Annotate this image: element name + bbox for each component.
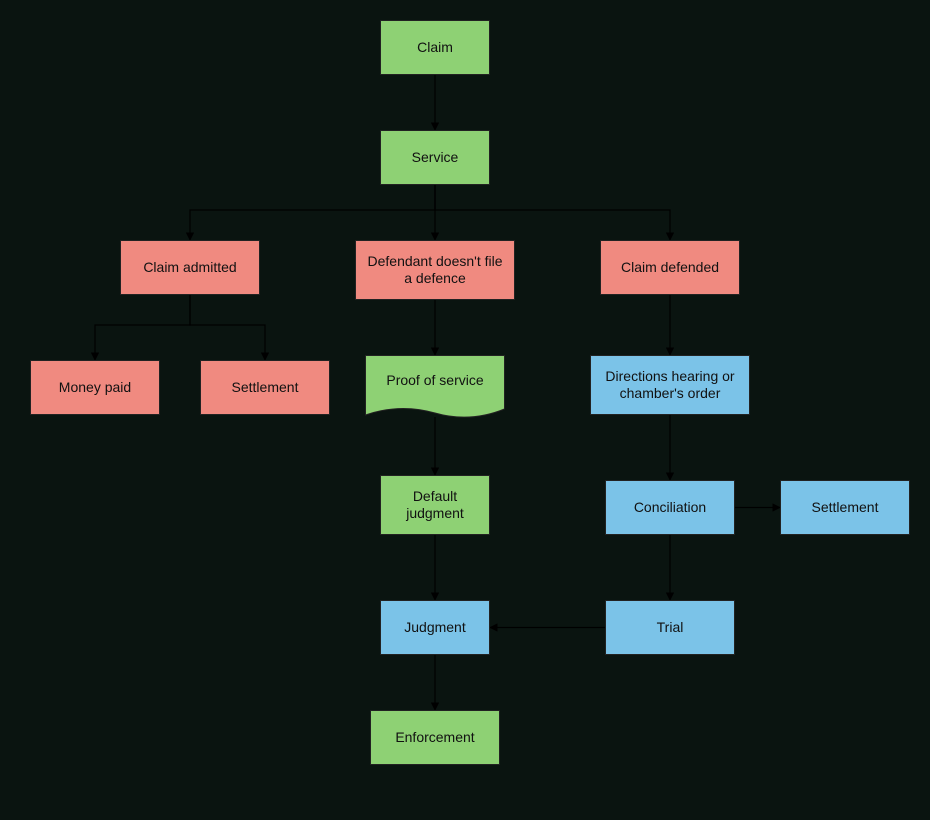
node-proof [365, 355, 505, 427]
node-text-default_judgment: Default judgment [389, 488, 481, 523]
node-service: Service [380, 130, 490, 185]
node-money_paid: Money paid [30, 360, 160, 415]
node-trial: Trial [605, 600, 735, 655]
node-text-service: Service [412, 149, 459, 167]
node-directions: Directions hearing or chamber's order [590, 355, 750, 415]
node-text-claim_defended: Claim defended [621, 259, 719, 277]
node-settlement_r: Settlement [780, 480, 910, 535]
edge-service-to-claim_admitted [190, 185, 435, 240]
node-text-claim: Claim [417, 39, 453, 57]
node-enforcement: Enforcement [370, 710, 500, 765]
node-default_judgment: Default judgment [380, 475, 490, 535]
node-judgment: Judgment [380, 600, 490, 655]
node-claim_defended: Claim defended [600, 240, 740, 295]
flowchart-canvas: Claim Service Claim admitted Defendant does… [0, 0, 930, 820]
node-text-trial: Trial [657, 619, 684, 637]
node-text-directions: Directions hearing or chamber's order [599, 368, 741, 403]
node-text-conciliation: Conciliation [634, 499, 706, 517]
node-claim_admitted: Claim admitted [120, 240, 260, 295]
edge-service-to-claim_defended [435, 185, 670, 240]
node-text-settlement_r: Settlement [812, 499, 879, 517]
node-no_defence: Defendant doesn't file a defence [355, 240, 515, 300]
node-text-settlement_l: Settlement [232, 379, 299, 397]
node-text-judgment: Judgment [404, 619, 465, 637]
node-text-money_paid: Money paid [59, 379, 131, 397]
node-text-enforcement: Enforcement [395, 729, 474, 747]
node-settlement_l: Settlement [200, 360, 330, 415]
edge-claim_admitted-to-money_paid [95, 295, 190, 360]
node-text-claim_admitted: Claim admitted [143, 259, 236, 277]
edge-claim_admitted-to-settlement_l [190, 295, 265, 360]
node-claim: Claim [380, 20, 490, 75]
node-conciliation: Conciliation [605, 480, 735, 535]
node-text-no_defence: Defendant doesn't file a defence [364, 253, 506, 288]
